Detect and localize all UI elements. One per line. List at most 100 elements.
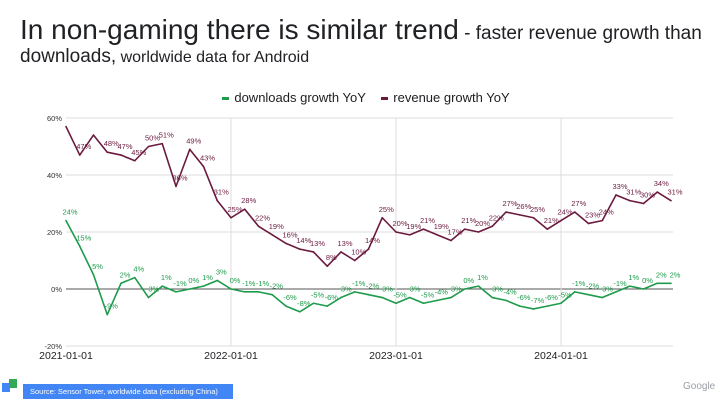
data-label: -3% — [146, 285, 160, 294]
data-label: 33% — [612, 182, 627, 191]
data-label: 8% — [326, 253, 337, 262]
data-label: -1% — [572, 279, 586, 288]
data-label: 48% — [104, 139, 119, 148]
data-point — [216, 279, 219, 282]
data-label: 1% — [628, 273, 639, 282]
data-point — [587, 222, 590, 225]
data-point — [216, 199, 219, 202]
data-point — [243, 291, 246, 293]
title-line2-a: downloads, — [20, 46, 117, 67]
data-point — [285, 305, 287, 307]
data-label: 16% — [282, 230, 297, 239]
data-label: 21% — [461, 216, 476, 225]
chat-bubbles-icon — [2, 379, 17, 392]
data-label: 17% — [447, 228, 462, 237]
data-point — [353, 259, 356, 262]
data-label: 20% — [392, 219, 407, 228]
data-label: 22% — [489, 213, 504, 222]
data-label: 25% — [379, 205, 394, 214]
data-label: 43% — [200, 153, 215, 162]
data-label: 14% — [365, 236, 380, 245]
data-point — [518, 305, 521, 307]
data-label: -1% — [613, 279, 627, 288]
data-point — [477, 285, 480, 287]
data-label: -6% — [325, 293, 339, 302]
data-point — [436, 234, 439, 236]
data-point — [408, 296, 411, 299]
y-tick-label: 0% — [51, 285, 62, 294]
legend-label-downloads: downloads growth YoY — [234, 90, 366, 105]
data-label: 21% — [420, 216, 435, 225]
data-point — [147, 296, 150, 299]
data-label: -6% — [283, 293, 297, 302]
data-point — [271, 293, 274, 296]
data-point — [463, 288, 466, 290]
data-label: 49% — [186, 136, 201, 145]
data-point — [642, 288, 645, 290]
data-point — [312, 251, 315, 253]
data-point — [367, 293, 370, 296]
data-point — [422, 302, 425, 305]
data-label: 13% — [310, 239, 325, 248]
data-label: 22% — [255, 213, 270, 222]
data-point — [326, 305, 329, 307]
data-point — [450, 296, 452, 299]
data-point — [395, 231, 397, 233]
data-point — [450, 239, 452, 242]
data-point — [106, 151, 109, 153]
data-point — [546, 228, 549, 230]
data-label: 20% — [475, 219, 490, 228]
data-label: -4% — [503, 287, 517, 296]
google-logo: Google — [683, 381, 716, 392]
data-point — [147, 145, 150, 148]
data-point — [601, 219, 604, 222]
source-note: Source: Sensor Tower, worldwide data (ex… — [23, 384, 233, 399]
data-label: 47% — [117, 142, 132, 151]
data-point — [78, 154, 81, 156]
data-label: 15% — [76, 233, 91, 242]
data-label: 2% — [670, 270, 681, 279]
data-point — [505, 211, 507, 213]
data-label: 0% — [642, 276, 653, 285]
data-point — [257, 225, 260, 228]
data-point — [670, 199, 672, 202]
data-point — [243, 208, 246, 210]
data-point — [615, 194, 617, 196]
data-label: 24% — [62, 208, 77, 217]
data-point — [532, 216, 535, 219]
x-tick-label: 2021-01-01 — [39, 350, 93, 362]
data-point — [106, 313, 109, 316]
data-point — [202, 285, 205, 287]
data-label: -1% — [352, 279, 366, 288]
data-point — [65, 219, 67, 222]
data-label: 31% — [214, 188, 229, 197]
data-label: 36% — [172, 173, 187, 182]
data-point — [615, 291, 617, 293]
data-point — [367, 248, 370, 250]
data-label: -1% — [256, 279, 270, 288]
data-label: 1% — [477, 273, 488, 282]
title-main: In non-gaming there is similar trend — [20, 14, 459, 45]
data-point — [422, 228, 425, 230]
data-label: 13% — [337, 239, 352, 248]
title-line2-b: worldwide data for Android — [116, 49, 310, 66]
data-label: -8% — [297, 299, 311, 308]
data-point — [133, 159, 136, 162]
data-label: 47% — [76, 142, 91, 151]
data-label: 5% — [92, 262, 103, 271]
data-label: 3% — [216, 267, 227, 276]
data-label: 10% — [351, 248, 366, 257]
data-point — [408, 234, 411, 236]
data-point — [133, 276, 136, 279]
data-label: -2% — [270, 282, 284, 291]
data-point — [120, 154, 122, 156]
data-label: -7% — [531, 296, 545, 305]
data-label: 50% — [145, 134, 160, 143]
y-tick-label: 60% — [47, 114, 62, 123]
data-point — [477, 231, 480, 233]
data-point — [463, 228, 466, 230]
data-point — [573, 291, 576, 293]
data-label: -3% — [338, 285, 352, 294]
data-point — [92, 134, 95, 136]
